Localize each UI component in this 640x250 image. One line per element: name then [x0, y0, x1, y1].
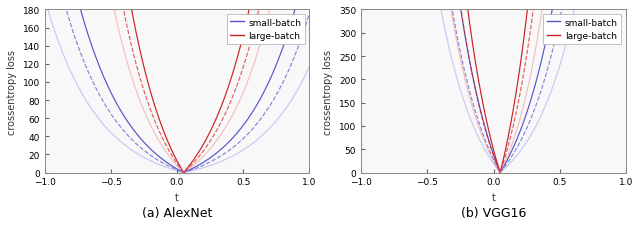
X-axis label: t: t: [492, 192, 495, 202]
Legend: small-batch, large-batch: small-batch, large-batch: [543, 15, 621, 44]
Title: (a) AlexNet: (a) AlexNet: [142, 206, 212, 219]
Title: (b) VGG16: (b) VGG16: [461, 206, 526, 219]
X-axis label: t: t: [175, 192, 179, 202]
Legend: small-batch, large-batch: small-batch, large-batch: [227, 15, 305, 44]
Y-axis label: crossentropy loss: crossentropy loss: [323, 49, 333, 134]
Y-axis label: crossentropy loss: crossentropy loss: [7, 49, 17, 134]
